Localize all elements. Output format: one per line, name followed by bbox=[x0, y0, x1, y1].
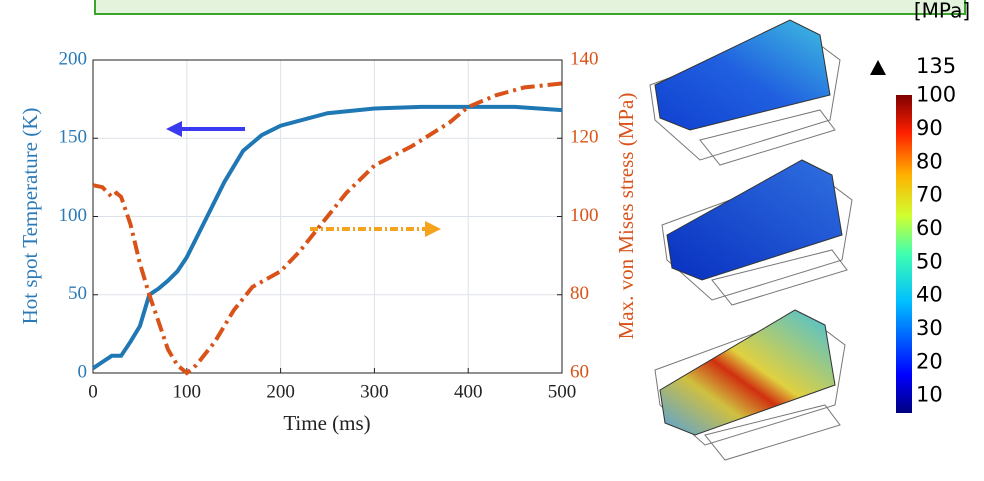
y-tick-label: 150 bbox=[59, 127, 88, 148]
colorbar-tick-label: 10 bbox=[916, 383, 943, 407]
y2-tick-label: 100 bbox=[570, 205, 599, 226]
y-tick-label: 200 bbox=[59, 48, 88, 69]
x-tick-label: 500 bbox=[548, 381, 577, 402]
colorbar-tick-label: 100 bbox=[916, 83, 956, 107]
x-tick-label: 0 bbox=[88, 381, 98, 402]
colorbar-unit: [MPa] bbox=[914, 0, 970, 23]
y2-tick-label: 60 bbox=[570, 361, 589, 382]
x-tick-label: 400 bbox=[454, 381, 483, 402]
colorbar-tick-label: 80 bbox=[916, 149, 943, 173]
y2-tick-label: 80 bbox=[570, 283, 589, 304]
colorbar-tick-label: 50 bbox=[916, 249, 943, 273]
y-tick-label: 100 bbox=[59, 205, 88, 226]
max-marker bbox=[870, 60, 886, 75]
y-tick-label: 0 bbox=[78, 361, 88, 382]
caption-box bbox=[95, 0, 965, 14]
colorbar-tick-label: 30 bbox=[916, 316, 943, 340]
colorbar bbox=[896, 95, 912, 413]
y-tick-label: 50 bbox=[68, 283, 87, 304]
colorbar-tick-label: 20 bbox=[916, 349, 943, 373]
x-axis-label: Time (ms) bbox=[283, 411, 370, 435]
y2-axis-label: Max. von Mises stress (MPa) bbox=[614, 93, 638, 340]
colorbar-max: 135 bbox=[916, 54, 956, 78]
temperature-line bbox=[93, 107, 562, 368]
figure: Time (ms) Hot spot Temperature (K) Max. … bbox=[0, 0, 984, 476]
stress-renderings bbox=[650, 20, 852, 460]
x-tick-label: 300 bbox=[360, 381, 389, 402]
colorbar-tick-label: 70 bbox=[916, 183, 943, 207]
colorbar-tick-label: 40 bbox=[916, 283, 943, 307]
colorbar-tick-label: 90 bbox=[916, 116, 943, 140]
y-axis-label: Hot spot Temperature (K) bbox=[18, 108, 42, 325]
y2-tick-label: 140 bbox=[570, 48, 599, 69]
x-tick-label: 200 bbox=[266, 381, 295, 402]
y2-tick-label: 120 bbox=[570, 127, 599, 148]
colorbar-tick-label: 60 bbox=[916, 216, 943, 240]
x-tick-label: 100 bbox=[173, 381, 202, 402]
